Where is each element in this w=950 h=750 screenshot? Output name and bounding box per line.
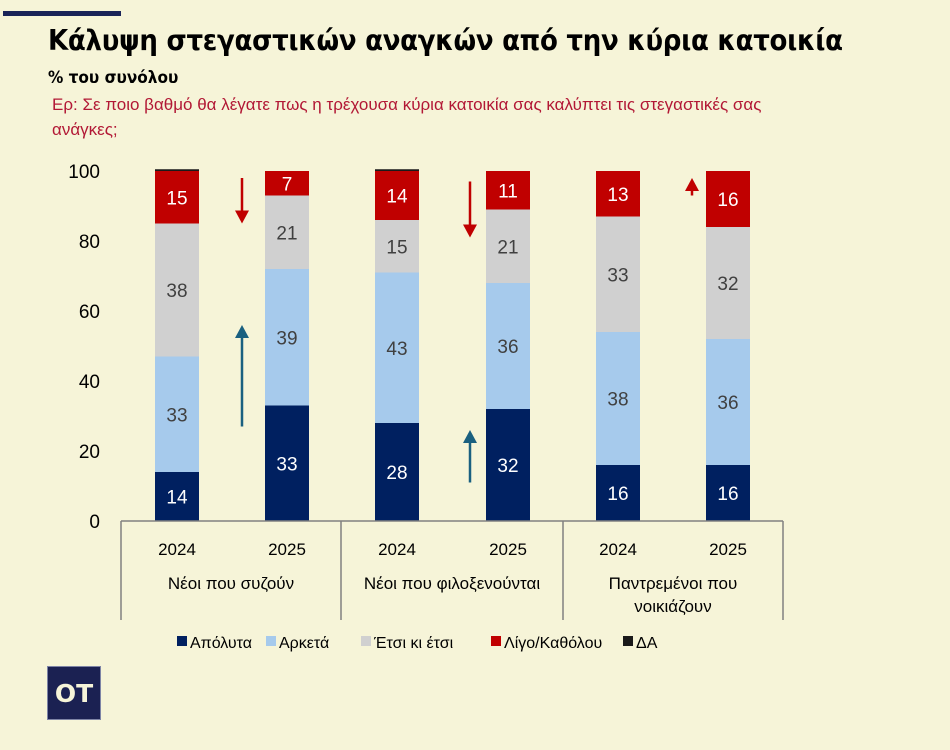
bar-segment — [155, 472, 199, 521]
bar-segment — [706, 465, 750, 521]
data-label: 32 — [497, 456, 518, 477]
data-label: 38 — [166, 281, 187, 302]
x-tick-label: 2025 — [709, 540, 747, 559]
bar-segment — [486, 171, 530, 210]
bar-segment — [155, 169, 199, 171]
x-tick-label: 2024 — [599, 540, 637, 559]
data-label: 38 — [607, 390, 628, 411]
data-label: 15 — [166, 188, 187, 209]
y-tick-label: 60 — [79, 302, 100, 323]
data-label: 16 — [607, 484, 628, 505]
group-label-line2: νοικιάζουν — [634, 597, 711, 616]
chart-subtitle: % του συνόλου — [48, 68, 179, 88]
data-label: 28 — [386, 463, 407, 484]
bar-segment — [486, 209, 530, 283]
bar-segment — [706, 339, 750, 465]
data-label: 36 — [717, 393, 738, 414]
legend-label: Έτσι κι έτσι — [373, 635, 454, 652]
bar-segment — [155, 171, 199, 224]
arrow-down-icon — [235, 210, 249, 224]
data-label: 33 — [276, 454, 297, 475]
data-label: 33 — [166, 405, 187, 426]
group-label: Παντρεμένοι που — [609, 574, 738, 593]
y-tick-label: 100 — [68, 162, 100, 183]
data-label: 15 — [386, 237, 407, 258]
bar-segment — [596, 171, 640, 217]
legend-swatch — [623, 636, 633, 646]
bar-segment — [265, 269, 309, 406]
bar-segment — [375, 272, 419, 423]
bar-segment — [486, 283, 530, 409]
arrow-up-icon — [463, 430, 477, 443]
data-label: 14 — [386, 187, 408, 208]
legend-label: Απόλυτα — [190, 635, 252, 652]
bar-segment — [706, 171, 750, 227]
group-label: Νέοι που φιλοξενούνται — [364, 574, 541, 593]
x-tick-label: 2024 — [378, 540, 416, 559]
data-label: 14 — [166, 488, 188, 509]
ot-logo: OT — [47, 666, 101, 720]
bar-segment — [265, 405, 309, 521]
data-label: 16 — [717, 190, 738, 211]
data-label: 13 — [607, 185, 628, 206]
y-tick-label: 0 — [89, 512, 100, 533]
bar-segment — [375, 171, 419, 220]
data-label: 32 — [717, 274, 738, 295]
legend-label: ΔΑ — [636, 635, 658, 652]
legend-swatch — [361, 636, 371, 646]
y-tick-label: 20 — [79, 442, 100, 463]
data-label: 36 — [497, 337, 518, 358]
bar-segment — [596, 216, 640, 332]
bar-segment — [375, 169, 419, 171]
arrow-up-icon — [235, 325, 249, 338]
bar-segment — [706, 227, 750, 339]
header-accent-bar — [3, 11, 121, 16]
data-label: 11 — [498, 181, 518, 202]
y-tick-label: 80 — [79, 232, 100, 253]
x-tick-label: 2025 — [268, 540, 306, 559]
x-tick-label: 2024 — [158, 540, 196, 559]
data-label: 16 — [717, 484, 738, 505]
arrow-down-icon — [463, 224, 477, 238]
legend-swatch — [266, 636, 276, 646]
y-tick-label: 40 — [79, 372, 100, 393]
legend-swatch — [177, 636, 187, 646]
survey-question: Ερ: Σε ποιο βαθμό θα λέγατε πως η τρέχου… — [52, 95, 762, 139]
legend-label: Λίγο/Καθόλου — [504, 635, 602, 652]
data-label: 39 — [276, 328, 297, 349]
bar-segment — [596, 332, 640, 465]
x-tick-label: 2025 — [489, 540, 527, 559]
bar-segment — [155, 356, 199, 472]
bar-segment — [155, 223, 199, 357]
data-label: 43 — [386, 339, 407, 360]
data-label: 33 — [607, 265, 628, 286]
arrow-up-icon — [685, 178, 699, 191]
bar-segment — [265, 171, 309, 196]
data-label: 21 — [276, 223, 297, 244]
bar-segment — [375, 220, 419, 273]
bar-segment — [596, 465, 640, 521]
data-label: 7 — [282, 174, 293, 195]
bar-segment — [375, 423, 419, 521]
legend-swatch — [491, 636, 501, 646]
group-label: Νέοι που συζούν — [168, 574, 294, 593]
bar-segment — [486, 409, 530, 521]
legend-label: Αρκετά — [279, 635, 329, 652]
bar-segment — [265, 195, 309, 269]
data-label: 21 — [497, 237, 518, 258]
chart-title: Κάλυψη στεγαστικών αναγκών από την κύρια… — [48, 24, 843, 57]
